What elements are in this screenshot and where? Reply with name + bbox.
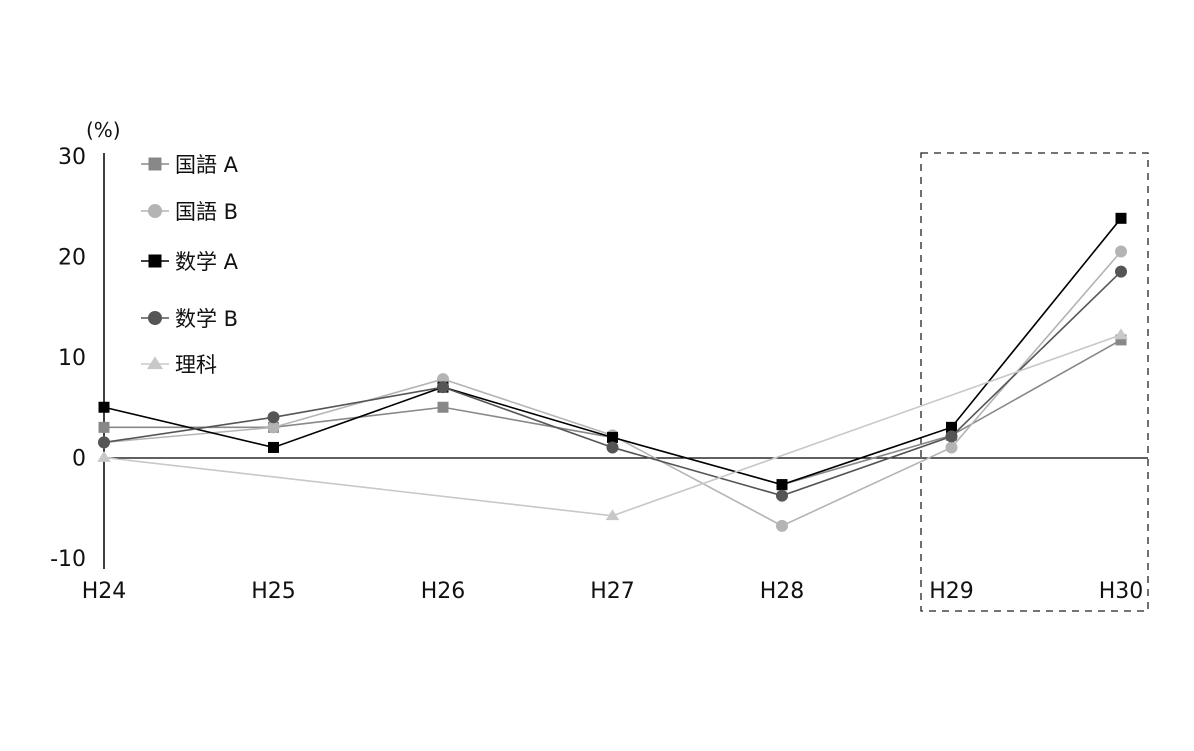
data-point xyxy=(98,421,110,433)
data-point xyxy=(946,421,957,433)
legend-marker xyxy=(148,157,162,171)
data-point xyxy=(1115,265,1127,278)
data-point xyxy=(98,401,110,413)
data-point xyxy=(776,489,788,502)
data-point xyxy=(1114,328,1128,340)
y-tick-label: 10 xyxy=(58,346,86,371)
chart-axes: (%) xyxy=(86,118,1148,569)
x-tick-label: H30 xyxy=(1099,579,1144,604)
series-5 xyxy=(97,328,1128,521)
data-point xyxy=(776,519,788,532)
legend-label: 数学 B xyxy=(175,307,238,331)
x-tick-label: H28 xyxy=(760,579,805,604)
legend-item: 数学 B xyxy=(141,307,238,331)
data-point xyxy=(776,479,788,491)
y-tick-label: -10 xyxy=(50,547,86,572)
data-point xyxy=(97,451,111,462)
highlight-box xyxy=(920,152,1149,612)
data-point xyxy=(606,441,619,454)
legend-label: 理科 xyxy=(175,353,217,377)
data-point xyxy=(1115,334,1127,346)
y-tick-label: 0 xyxy=(72,447,86,472)
y-tick-label: 20 xyxy=(58,246,86,271)
legend-marker xyxy=(148,311,162,325)
data-point xyxy=(1115,212,1127,224)
x-tick-label: H27 xyxy=(590,579,635,604)
series-line xyxy=(103,271,1122,497)
legend: 国語 A 国語 B 数学 A 数学 B 理科 xyxy=(141,153,239,377)
data-point xyxy=(98,436,110,449)
y-tick-labels: 30 20 10 0 -10 xyxy=(50,145,86,572)
legend-label: 数学 A xyxy=(175,250,239,274)
legend-item: 数学 A xyxy=(141,250,239,274)
series-4 xyxy=(98,265,1127,502)
series-2 xyxy=(98,245,1127,532)
legend-marker xyxy=(146,356,164,370)
legend-item: 国語 B xyxy=(141,200,238,224)
series-line xyxy=(104,339,1122,486)
data-point xyxy=(268,441,279,453)
y-axis-unit: (%) xyxy=(86,118,121,142)
data-point xyxy=(945,441,958,454)
data-point xyxy=(437,401,449,413)
data-point xyxy=(607,431,618,443)
series-1 xyxy=(98,334,1127,491)
legend-item: 国語 A xyxy=(141,153,239,177)
legend-item: 理科 xyxy=(141,353,217,377)
y-tick-label: 30 xyxy=(58,145,86,170)
legend-marker xyxy=(148,254,162,268)
legend-label: 国語 B xyxy=(175,200,238,224)
data-point xyxy=(267,411,280,424)
x-tick-label: H26 xyxy=(421,579,466,604)
data-point xyxy=(945,430,958,443)
series-layer xyxy=(97,212,1128,532)
x-tick-labels: H24 H25 H26 H27 H28 H29 H30 xyxy=(82,579,1144,604)
data-point xyxy=(1115,245,1127,258)
x-tick-label: H24 xyxy=(82,579,127,604)
x-tick-label: H29 xyxy=(929,579,974,604)
data-point xyxy=(437,381,449,394)
x-tick-label: H25 xyxy=(251,579,296,604)
data-point xyxy=(267,421,280,434)
legend-marker xyxy=(148,204,162,218)
data-point xyxy=(605,509,620,521)
legend-label: 国語 A xyxy=(175,153,239,177)
